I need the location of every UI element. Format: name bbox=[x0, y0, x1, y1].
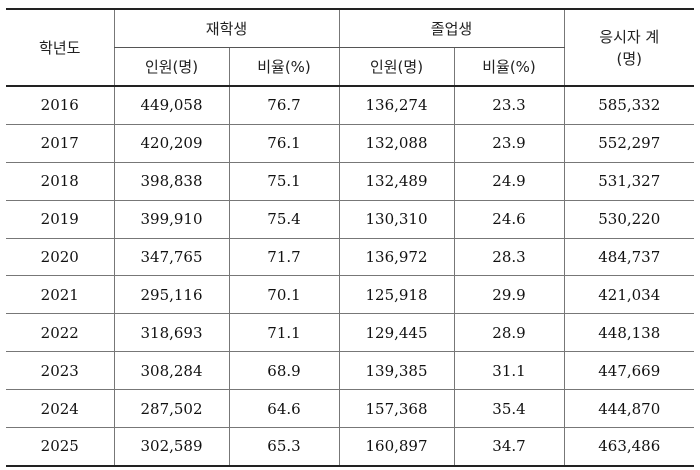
cell-current-count: 398,838 bbox=[113, 162, 229, 201]
cell-current-ratio: 68.9 bbox=[228, 351, 339, 391]
cell-current-ratio: 76.7 bbox=[228, 86, 339, 125]
cell-current-ratio: 76.1 bbox=[228, 124, 339, 163]
cell-current-ratio: 64.6 bbox=[228, 389, 339, 429]
cell-current-ratio: 71.1 bbox=[228, 313, 339, 353]
cell-graduate-ratio: 24.6 bbox=[453, 200, 564, 239]
table-row: 2021 295,116 70.1 125,918 29.9 421,034 bbox=[6, 275, 694, 315]
cell-year: 2024 bbox=[6, 389, 114, 429]
cell-year: 2016 bbox=[6, 86, 114, 125]
cell-year: 2023 bbox=[6, 351, 114, 391]
cell-year: 2017 bbox=[6, 124, 114, 163]
applicant-statistics-table: 학년도 재학생 졸업생 응시자 계 (명) 인원(명) 비율(%) 인원(명) … bbox=[6, 8, 694, 467]
cell-total: 444,870 bbox=[563, 389, 694, 429]
header-graduates: 졸업생 bbox=[338, 9, 564, 48]
cell-current-count: 287,502 bbox=[113, 389, 229, 429]
cell-graduate-count: 157,368 bbox=[338, 389, 454, 429]
cell-graduate-count: 160,897 bbox=[338, 427, 454, 466]
cell-graduate-count: 132,489 bbox=[338, 162, 454, 201]
table-row: 2025 302,589 65.3 160,897 34.7 463,486 bbox=[6, 427, 694, 466]
cell-total: 447,669 bbox=[563, 351, 694, 391]
cell-total: 484,737 bbox=[563, 238, 694, 277]
cell-current-ratio: 71.7 bbox=[228, 238, 339, 277]
header-total-line1: 응시자 계 bbox=[599, 27, 660, 46]
cell-current-count: 308,284 bbox=[113, 351, 229, 391]
cell-year: 2020 bbox=[6, 238, 114, 277]
cell-graduate-ratio: 23.9 bbox=[453, 124, 564, 163]
table-row: 2020 347,765 71.7 136,972 28.3 484,737 bbox=[6, 238, 694, 277]
cell-year: 2021 bbox=[6, 275, 114, 315]
table-row: 2016 449,058 76.7 136,274 23.3 585,332 bbox=[6, 86, 694, 125]
header-total-applicants: 응시자 계 (명) bbox=[563, 9, 694, 87]
cell-current-count: 318,693 bbox=[113, 313, 229, 353]
cell-current-count: 295,116 bbox=[113, 275, 229, 315]
cell-graduate-count: 129,445 bbox=[338, 313, 454, 353]
cell-current-count: 420,209 bbox=[113, 124, 229, 163]
header-current-ratio: 비율(%) bbox=[228, 47, 339, 87]
header-graduate-ratio: 비율(%) bbox=[453, 47, 564, 87]
cell-graduate-count: 132,088 bbox=[338, 124, 454, 163]
cell-current-count: 302,589 bbox=[113, 427, 229, 466]
cell-graduate-count: 136,972 bbox=[338, 238, 454, 277]
cell-total: 585,332 bbox=[563, 86, 694, 125]
cell-total: 463,486 bbox=[563, 427, 694, 466]
table-row: 2017 420,209 76.1 132,088 23.9 552,297 bbox=[6, 124, 694, 163]
cell-year: 2018 bbox=[6, 162, 114, 201]
cell-current-ratio: 75.4 bbox=[228, 200, 339, 239]
cell-year: 2019 bbox=[6, 200, 114, 239]
cell-total: 448,138 bbox=[563, 313, 694, 353]
table-row: 2024 287,502 64.6 157,368 35.4 444,870 bbox=[6, 389, 694, 429]
cell-graduate-count: 125,918 bbox=[338, 275, 454, 315]
cell-total: 530,220 bbox=[563, 200, 694, 239]
table-row: 2023 308,284 68.9 139,385 31.1 447,669 bbox=[6, 351, 694, 391]
cell-graduate-ratio: 34.7 bbox=[453, 427, 564, 466]
cell-graduate-count: 136,274 bbox=[338, 86, 454, 125]
table-row: 2022 318,693 71.1 129,445 28.9 448,138 bbox=[6, 313, 694, 353]
cell-graduate-ratio: 28.3 bbox=[453, 238, 564, 277]
cell-current-ratio: 75.1 bbox=[228, 162, 339, 201]
header-graduate-count: 인원(명) bbox=[338, 47, 454, 87]
cell-current-count: 347,765 bbox=[113, 238, 229, 277]
cell-graduate-count: 139,385 bbox=[338, 351, 454, 391]
cell-year: 2025 bbox=[40, 437, 79, 456]
header-current-students: 재학생 bbox=[113, 9, 339, 48]
cell-graduate-ratio: 35.4 bbox=[453, 389, 564, 429]
cell-graduate-ratio: 31.1 bbox=[453, 351, 564, 391]
table-header: 학년도 재학생 졸업생 응시자 계 (명) 인원(명) 비율(%) 인원(명) … bbox=[6, 9, 694, 87]
cell-graduate-ratio: 23.3 bbox=[453, 86, 564, 125]
cell-graduate-ratio: 24.9 bbox=[453, 162, 564, 201]
header-year: 학년도 bbox=[6, 9, 114, 87]
cell-current-ratio: 65.3 bbox=[228, 427, 339, 466]
cell-total: 531,327 bbox=[563, 162, 694, 201]
table-body: 2016 449,058 76.7 136,274 23.3 585,332 2017 420… bbox=[6, 86, 694, 466]
cell-graduate-ratio: 28.9 bbox=[453, 313, 564, 353]
cell-total: 552,297 bbox=[563, 124, 694, 163]
cell-graduate-count: 130,310 bbox=[338, 200, 454, 239]
cell-total: 421,034 bbox=[563, 275, 694, 315]
table-row: 2019 399,910 75.4 130,310 24.6 530,220 bbox=[6, 200, 694, 239]
cell-current-ratio: 70.1 bbox=[228, 275, 339, 315]
cell-current-count: 449,058 bbox=[113, 86, 229, 125]
cell-current-count: 399,910 bbox=[113, 200, 229, 239]
table-row: 2018 398,838 75.1 132,489 24.9 531,327 bbox=[6, 162, 694, 201]
applicant-table-container: 학년도 재학생 졸업생 응시자 계 (명) 인원(명) 비율(%) 인원(명) … bbox=[6, 8, 694, 467]
header-total-line2: (명) bbox=[616, 49, 642, 68]
cell-graduate-ratio: 29.9 bbox=[453, 275, 564, 315]
header-current-count: 인원(명) bbox=[113, 47, 229, 87]
cell-year: 2022 bbox=[6, 313, 114, 353]
